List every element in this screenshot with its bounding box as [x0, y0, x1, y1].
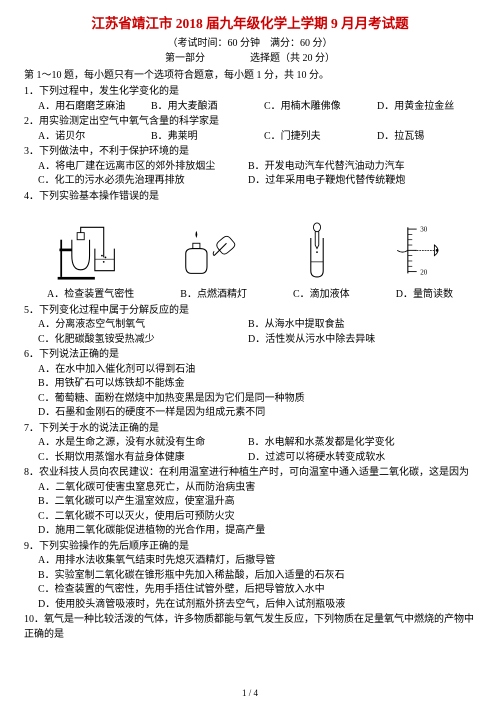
options-row: A．用石磨磨芝麻油 B．用大麦酿酒 C．用楠木雕佛像 D．用黄金拉金丝	[24, 100, 476, 115]
question-stem: 8．农业科技人员向农民建议：在利用温室进行种植生产时，可向温室中通入适量二氧化碳…	[24, 466, 476, 481]
image-label-C: C．滴加液体	[293, 288, 350, 303]
option-D: D．过滤可以将硬水转变成软水	[248, 451, 458, 466]
question-stem: 1．下列过程中，发生化学变化的是	[24, 85, 476, 100]
option-C: C．检查装置的气密性，先用手捂住试管外壁，后把导管放入水中	[24, 583, 476, 598]
question-9: 9．下列实验操作的先后顺序正确的是A．用排水法收集氧气结束时先熄灭酒精灯，后撤导…	[24, 540, 476, 613]
option-A: A．诺贝尔	[38, 130, 143, 145]
option-B: B．水电解和水蒸发都是化学变化	[248, 436, 458, 451]
option-D: D．施用二氧化碳能促进植物的光合作用，提高产量	[24, 524, 476, 539]
option-C: C．用楠木雕佛像	[264, 100, 369, 115]
option-C: C．门捷列夫	[264, 130, 369, 145]
option-C: C．化工的污水必须先治理再排放	[38, 174, 248, 189]
image-option-D: 30 20	[394, 222, 450, 286]
option-D: D．过年采用电子鞭炮代替传统鞭炮	[248, 174, 458, 189]
image-label-D: D．量筒读数	[396, 288, 453, 303]
question-stem: 6．下列说法正确的是	[24, 348, 476, 363]
options-row: A．将电厂建在远离市区的郊外排放烟尘B．开发电动汽车代替汽油动力汽车	[24, 160, 476, 175]
svg-text:30: 30	[420, 226, 428, 234]
section-right: 选择题（共 20 分）	[250, 53, 335, 64]
option-D: D．拉瓦锡	[377, 130, 424, 145]
image-option-C	[292, 222, 342, 286]
question-stem: 10．氧气是一种比较活泼的气体，许多物质都能与氧气发生反应，下列物质在足量氧气中…	[24, 613, 476, 642]
option-B: B．实验室制二氧化碳在锥形瓶中先加入稀盐酸，后加入适量的石灰石	[24, 569, 476, 584]
page-number: 1 / 4	[0, 687, 500, 700]
questions-container: 1．下列过程中，发生化学变化的是A．用石磨磨芝麻油 B．用大麦酿酒 C．用楠木雕佛像…	[24, 85, 476, 642]
options-row: A．分离液态空气制氧气B．从海水中提取食盐	[24, 318, 476, 333]
option-A: A．水是生命之源，没有水就没有生命	[38, 436, 248, 451]
image-options-row: 30 20	[24, 208, 476, 286]
options-row: A．水是生命之源，没有水就没有生命B．水电解和水蒸发都是化学变化	[24, 436, 476, 451]
exam-subtitle: （考试时间：60 分钟 满分：60 分）	[24, 37, 476, 52]
option-B: B．用大麦酿酒	[151, 100, 256, 115]
option-A: A．分离液态空气制氧气	[38, 318, 248, 333]
question-10: 10．氧气是一种比较活泼的气体，许多物质都能与氧气发生反应，下列物质在足量氧气中…	[24, 613, 476, 642]
question-stem: 5．下列变化过程中属于分解反应的是	[24, 304, 476, 319]
image-labels-row: A．检查装置气密性 B．点燃酒精灯 C．滴加液体 D．量筒读数	[24, 288, 476, 303]
option-D: D．使用胶头滴管吸液时，先在试剂瓶外挤去空气，后伸入试剂瓶吸液	[24, 598, 476, 613]
question-stem: 7．下列关于水的说法正确的是	[24, 422, 476, 437]
options-row: C．化工的污水必须先治理再排放D．过年采用电子鞭炮代替传统鞭炮	[24, 174, 476, 189]
option-D: D．石墨和金刚石的硬度不一样是因为组成元素不同	[24, 406, 476, 421]
question-7: 7．下列关于水的说法正确的是A．水是生命之源，没有水就没有生命B．水电解和水蒸发…	[24, 422, 476, 466]
question-stem: 4．下列实验基本操作错误的是	[24, 190, 476, 205]
image-label-B: B．点燃酒精灯	[180, 288, 247, 303]
svg-text:20: 20	[420, 268, 428, 276]
option-D: D．活性炭从污水中除去异味	[248, 333, 458, 348]
question-8: 8．农业科技人员向农民建议：在利用温室进行种植生产时，可向温室中通入适量二氧化碳…	[24, 466, 476, 539]
options-row: C．化肥碳酸氢铵受热减少D．活性炭从污水中除去异味	[24, 333, 476, 348]
question-3: 3．下列做法中，不利于保护环境的是A．将电厂建在远离市区的郊外排放烟尘B．开发电…	[24, 145, 476, 189]
option-C: C．葡萄糖、面粉在燃烧中加热变黑是因为它们是同一种物质	[24, 392, 476, 407]
option-B: B．弗莱明	[151, 130, 256, 145]
image-label-A: A．检查装置气密性	[47, 288, 134, 303]
options-row: C．长期饮用蒸馏水有益身体健康D．过滤可以将硬水转变成软水	[24, 451, 476, 466]
section-header: 第一部分 选择题（共 20 分）	[24, 52, 476, 67]
option-C: C．化肥碳酸氢铵受热减少	[38, 333, 248, 348]
question-4: 4．下列实验基本操作错误的是 30 20 A．检查装置气密性 B．点燃酒精灯 C．滴…	[24, 190, 476, 303]
option-B: B．开发电动汽车代替汽油动力汽车	[248, 160, 458, 175]
question-stem: 2．用实验测定出空气中氧气含量的科学家是	[24, 115, 476, 130]
option-A: A．将电厂建在远离市区的郊外排放烟尘	[38, 160, 248, 175]
option-A: A．用排水法收集氧气结束时先熄灭酒精灯，后撤导管	[24, 554, 476, 569]
option-B: B．从海水中提取食盐	[248, 318, 458, 333]
option-C: C．二氧化碳不可以灭火，使用后可预防火灾	[24, 510, 476, 525]
option-B: B．二氧化碳可以产生温室效应，使室温升高	[24, 495, 476, 510]
question-2: 2．用实验测定出空气中氧气含量的科学家是A．诺贝尔 B．弗莱明 C．门捷列夫 D．拉瓦…	[24, 115, 476, 144]
option-C: C．长期饮用蒸馏水有益身体健康	[38, 451, 248, 466]
question-6: 6．下列说法正确的是A．在水中加入催化剂可以得到石油B．用铁矿石可以炼铁却不能炼…	[24, 348, 476, 421]
options-row: A．诺贝尔 B．弗莱明 C．门捷列夫 D．拉瓦锡	[24, 130, 476, 145]
question-stem: 3．下列做法中，不利于保护环境的是	[24, 145, 476, 160]
section-left: 第一部分	[165, 53, 205, 64]
option-B: B．用铁矿石可以炼铁却不能炼金	[24, 377, 476, 392]
option-A: A．用石磨磨芝麻油	[38, 100, 143, 115]
exam-title: 江苏省靖江市 2018 届九年级化学上学期 9 月月考试题	[24, 14, 476, 34]
option-A: A．在水中加入催化剂可以得到石油	[24, 363, 476, 378]
question-stem: 9．下列实验操作的先后顺序正确的是	[24, 540, 476, 555]
image-option-A	[50, 222, 122, 286]
question-5: 5．下列变化过程中属于分解反应的是A．分离液态空气制氧气B．从海水中提取食盐C．…	[24, 304, 476, 348]
instruction: 第 1～10 题，每小题只有一个选项符合题意，每小题 1 分，共 10 分。	[24, 69, 476, 84]
question-1: 1．下列过程中，发生化学变化的是A．用石磨磨芝麻油 B．用大麦酿酒 C．用楠木雕佛像…	[24, 85, 476, 114]
option-A: A．二氧化碳可使害虫窒息死亡，从而防治病虫害	[24, 481, 476, 496]
image-option-B	[174, 222, 240, 286]
option-D: D．用黄金拉金丝	[377, 100, 454, 115]
